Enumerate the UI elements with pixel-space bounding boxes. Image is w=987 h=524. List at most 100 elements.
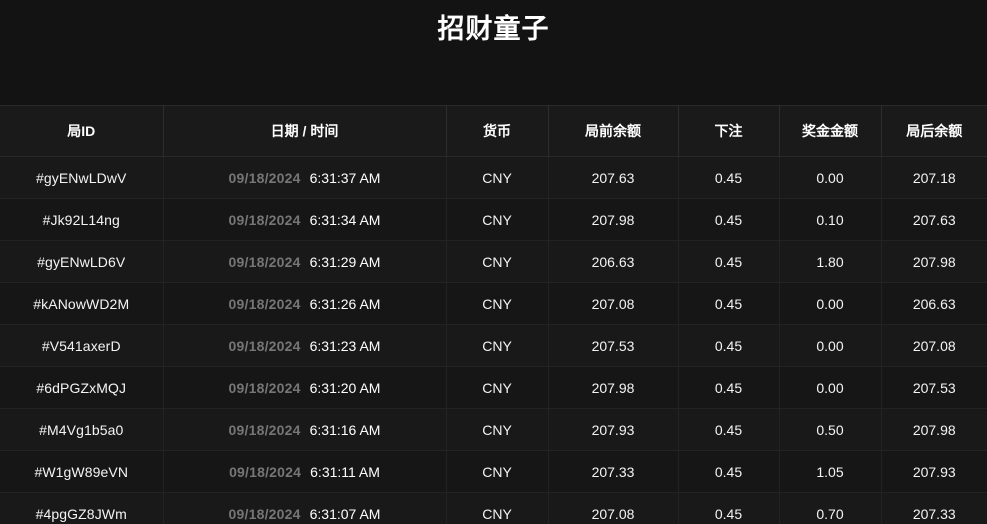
cell-time: 6:31:07 AM xyxy=(309,505,381,522)
cell-datetime: 09/18/2024 6:31:11 AM xyxy=(163,450,447,493)
cell-bet: 0.45 xyxy=(678,240,780,283)
cell-currency: CNY xyxy=(446,366,549,409)
cell-datetime: 09/18/2024 6:31:20 AM xyxy=(163,366,447,409)
table-row[interactable]: #W1gW89eVN 09/18/2024 6:31:11 AM CNY 207.33 0… xyxy=(0,450,987,493)
cell-datetime: 09/18/2024 6:31:07 AM xyxy=(163,492,447,524)
table-row[interactable]: #V541axerD 09/18/2024 6:31:23 AM CNY 207.53 0… xyxy=(0,324,987,367)
cell-round-id: #Jk92L14ng xyxy=(0,198,164,241)
cell-win-amount: 0.00 xyxy=(779,282,882,325)
cell-date: 09/18/2024 xyxy=(228,295,301,312)
cell-time: 6:31:34 AM xyxy=(309,211,381,228)
cell-win-amount: 0.00 xyxy=(779,366,882,409)
table-body: #gyENwLDwV 09/18/2024 6:31:37 AM CNY 207.63 0… xyxy=(0,156,987,524)
column-bet[interactable]: 下注 xyxy=(678,105,780,157)
cell-round-id: #V541axerD xyxy=(0,324,164,367)
cell-balance-after: 206.63 xyxy=(881,282,987,325)
cell-win-amount: 1.80 xyxy=(779,240,882,283)
cell-bet: 0.45 xyxy=(678,366,780,409)
cell-currency: CNY xyxy=(446,198,549,241)
cell-win-amount: 0.50 xyxy=(779,408,882,451)
cell-time: 6:31:26 AM xyxy=(309,295,381,312)
cell-balance-after: 207.33 xyxy=(881,492,987,524)
cell-currency: CNY xyxy=(446,324,549,367)
cell-balance-after: 207.18 xyxy=(881,156,987,199)
cell-bet: 0.45 xyxy=(678,324,780,367)
cell-round-id: #6dPGZxMQJ xyxy=(0,366,164,409)
cell-round-id: #M4Vg1b5a0 xyxy=(0,408,164,451)
column-balance-after[interactable]: 局后余额 xyxy=(881,105,987,157)
table-row[interactable]: #gyENwLDwV 09/18/2024 6:31:37 AM CNY 207.63 0… xyxy=(0,156,987,199)
cell-balance-before: 207.53 xyxy=(548,324,679,367)
page-title: 招财童子 xyxy=(437,14,550,44)
cell-time: 6:31:16 AM xyxy=(309,421,381,438)
cell-balance-before: 206.63 xyxy=(548,240,679,283)
cell-balance-after: 207.53 xyxy=(881,366,987,409)
cell-date: 09/18/2024 xyxy=(228,211,301,228)
table-header-row: 局ID 日期 / 时间 货币 局前余额 下注 奖金金额 局后余额 xyxy=(0,105,987,157)
cell-currency: CNY xyxy=(446,450,549,493)
cell-balance-before: 207.98 xyxy=(548,366,679,409)
cell-time: 6:31:37 AM xyxy=(309,169,381,186)
cell-date: 09/18/2024 xyxy=(228,379,301,396)
cell-balance-before: 207.98 xyxy=(548,198,679,241)
table-header: 局ID 日期 / 时间 货币 局前余额 下注 奖金金额 局后余额 xyxy=(0,105,987,157)
cell-bet: 0.45 xyxy=(678,492,780,524)
table-row[interactable]: #kANowWD2M 09/18/2024 6:31:26 AM CNY 207.08 0… xyxy=(0,282,987,325)
cell-win-amount: 0.10 xyxy=(779,198,882,241)
cell-balance-after: 207.98 xyxy=(881,240,987,283)
cell-bet: 0.45 xyxy=(678,198,780,241)
cell-balance-before: 207.93 xyxy=(548,408,679,451)
cell-time: 6:31:23 AM xyxy=(309,337,381,354)
column-datetime[interactable]: 日期 / 时间 xyxy=(163,105,447,157)
cell-currency: CNY xyxy=(446,156,549,199)
cell-balance-after: 207.93 xyxy=(881,450,987,493)
cell-round-id: #kANowWD2M xyxy=(0,282,164,325)
cell-bet: 0.45 xyxy=(678,282,780,325)
game-history-table: 局ID 日期 / 时间 货币 局前余额 下注 奖金金额 局后余额 #gyENwLDwV 09/… xyxy=(0,105,987,524)
history-table-container: 局ID 日期 / 时间 货币 局前余额 下注 奖金金额 局后余额 #gyENwLDwV 09/… xyxy=(0,105,987,524)
table-row[interactable]: #6dPGZxMQJ 09/18/2024 6:31:20 AM CNY 207.98 0… xyxy=(0,366,987,409)
cell-win-amount: 0.70 xyxy=(779,492,882,524)
cell-date: 09/18/2024 xyxy=(229,463,302,480)
cell-date: 09/18/2024 xyxy=(228,337,301,354)
cell-balance-before: 207.63 xyxy=(548,156,679,199)
cell-balance-after: 207.08 xyxy=(881,324,987,367)
table-row[interactable]: #Jk92L14ng 09/18/2024 6:31:34 AM CNY 207.98 0… xyxy=(0,198,987,241)
cell-time: 6:31:20 AM xyxy=(309,379,381,396)
cell-win-amount: 0.00 xyxy=(779,156,882,199)
cell-date: 09/18/2024 xyxy=(228,505,301,522)
cell-datetime: 09/18/2024 6:31:29 AM xyxy=(163,240,447,283)
cell-currency: CNY xyxy=(446,240,549,283)
cell-balance-before: 207.08 xyxy=(548,282,679,325)
cell-bet: 0.45 xyxy=(678,408,780,451)
column-balance-before[interactable]: 局前余额 xyxy=(548,105,679,157)
cell-round-id: #4pgGZ8JWm xyxy=(0,492,164,524)
cell-balance-after: 207.98 xyxy=(881,408,987,451)
title-band: 招财童子 xyxy=(0,0,987,105)
column-currency[interactable]: 货币 xyxy=(446,105,549,157)
cell-bet: 0.45 xyxy=(678,450,780,493)
cell-balance-before: 207.08 xyxy=(548,492,679,524)
cell-datetime: 09/18/2024 6:31:26 AM xyxy=(163,282,447,325)
cell-currency: CNY xyxy=(446,282,549,325)
cell-win-amount: 0.00 xyxy=(779,324,882,367)
cell-time: 6:31:11 AM xyxy=(310,463,380,480)
cell-time: 6:31:29 AM xyxy=(309,253,381,270)
cell-date: 09/18/2024 xyxy=(228,253,301,270)
cell-bet: 0.45 xyxy=(678,156,780,199)
cell-round-id: #W1gW89eVN xyxy=(0,450,164,493)
table-row[interactable]: #4pgGZ8JWm 09/18/2024 6:31:07 AM CNY 207.08 0… xyxy=(0,492,987,524)
cell-round-id: #gyENwLD6V xyxy=(0,240,164,283)
cell-currency: CNY xyxy=(446,408,549,451)
cell-date: 09/18/2024 xyxy=(228,421,301,438)
cell-datetime: 09/18/2024 6:31:34 AM xyxy=(163,198,447,241)
cell-datetime: 09/18/2024 6:31:37 AM xyxy=(163,156,447,199)
column-win-amount[interactable]: 奖金金额 xyxy=(779,105,882,157)
column-round-id[interactable]: 局ID xyxy=(0,105,164,157)
table-row[interactable]: #gyENwLD6V 09/18/2024 6:31:29 AM CNY 206.63 0… xyxy=(0,240,987,283)
table-row[interactable]: #M4Vg1b5a0 09/18/2024 6:31:16 AM CNY 207.93 0… xyxy=(0,408,987,451)
cell-datetime: 09/18/2024 6:31:16 AM xyxy=(163,408,447,451)
cell-datetime: 09/18/2024 6:31:23 AM xyxy=(163,324,447,367)
cell-balance-before: 207.33 xyxy=(548,450,679,493)
cell-win-amount: 1.05 xyxy=(779,450,882,493)
